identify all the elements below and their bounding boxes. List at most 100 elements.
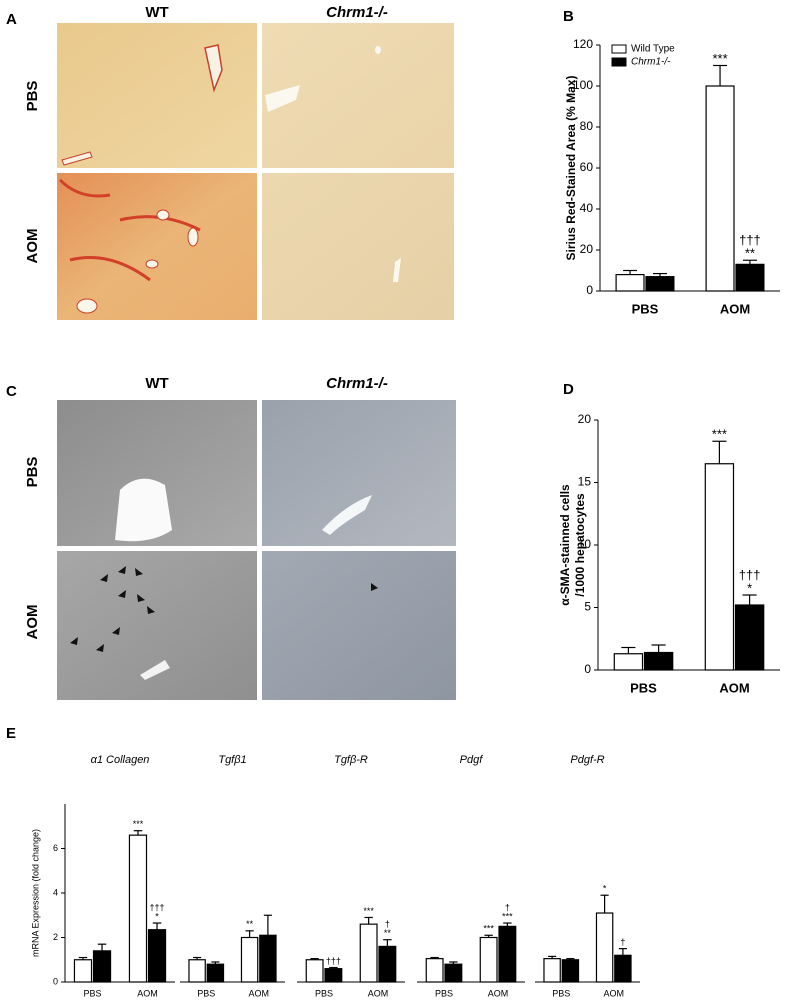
vessel xyxy=(204,44,223,93)
bar xyxy=(128,834,148,983)
significance-mark: ††† xyxy=(326,956,341,966)
y-tick-label: 15 xyxy=(578,475,592,489)
y-axis-label: Sirius Red-Stained Area (% Max) xyxy=(564,76,578,261)
x-tick-label: PBS xyxy=(632,301,659,316)
bar xyxy=(645,276,675,292)
y-tick-label: 10 xyxy=(578,537,592,551)
bar xyxy=(359,923,378,983)
legend-label: Chrm1-/- xyxy=(631,57,671,68)
bar xyxy=(259,934,277,983)
significance-mark: *** xyxy=(502,911,513,921)
bar xyxy=(444,963,463,983)
chart-title: α1 Collagen xyxy=(91,754,150,766)
x-tick-label: AOM xyxy=(488,988,509,998)
column-header: WT xyxy=(145,375,168,392)
vessel xyxy=(140,660,170,680)
y-tick-label: 5 xyxy=(584,600,591,614)
micrograph xyxy=(57,173,257,320)
panel-label: C xyxy=(6,383,17,400)
row-header: AOM xyxy=(24,605,41,640)
significance-mark: † xyxy=(385,919,390,929)
significance-mark: ††† xyxy=(150,902,165,912)
y-axis-label: α-SMA-stainned cells xyxy=(558,484,572,606)
column-header: WT xyxy=(145,4,168,21)
bar xyxy=(92,950,112,983)
bar xyxy=(479,936,498,983)
significance-mark: † xyxy=(620,937,625,947)
vessel xyxy=(322,495,372,535)
y-tick-label: 20 xyxy=(578,412,592,426)
micrograph xyxy=(262,400,456,546)
vessel xyxy=(61,151,93,166)
significance-mark: *** xyxy=(712,427,727,442)
y-tick-label: 20 xyxy=(580,242,594,256)
x-tick-label: AOM xyxy=(248,988,269,998)
bar xyxy=(305,959,324,983)
significance-mark: ††† xyxy=(739,567,761,582)
significance-mark: *** xyxy=(483,924,494,934)
chart-title: Tgfβ-R xyxy=(334,754,368,766)
micrograph xyxy=(262,551,456,700)
x-tick-label: PBS xyxy=(83,988,101,998)
y-tick-label: 0 xyxy=(53,976,58,986)
x-tick-label: AOM xyxy=(368,988,389,998)
x-tick-label: AOM xyxy=(603,988,624,998)
x-tick-label: PBS xyxy=(315,988,333,998)
bar xyxy=(324,968,343,983)
bar xyxy=(613,653,644,671)
y-axis-label: mRNA Expression (fold change) xyxy=(30,829,40,957)
panel-label: E xyxy=(6,725,16,742)
bar xyxy=(615,274,645,292)
y-tick-label: 40 xyxy=(580,201,594,215)
bar xyxy=(704,463,735,671)
column-header: Chrm1-/- xyxy=(326,375,388,392)
significance-mark: *** xyxy=(712,51,727,66)
significance-mark: † xyxy=(505,902,510,912)
panel-label: B xyxy=(563,8,574,25)
y-tick-label: 60 xyxy=(580,160,594,174)
significance-mark: ††† xyxy=(739,233,761,248)
bar xyxy=(735,263,765,292)
x-tick-label: PBS xyxy=(630,680,657,695)
vessel xyxy=(265,85,300,112)
bar xyxy=(614,954,632,983)
vessel xyxy=(393,258,401,282)
bar xyxy=(543,958,561,983)
bar xyxy=(147,929,167,983)
bar xyxy=(705,85,735,292)
micrograph xyxy=(57,551,257,700)
significance-mark: ** xyxy=(745,246,755,261)
chart-title: Pdgf-R xyxy=(570,754,604,766)
row-header: AOM xyxy=(24,229,41,264)
significance-mark: ** xyxy=(384,928,392,938)
vessel xyxy=(76,298,98,314)
arrows xyxy=(70,566,378,652)
row-header: PBS xyxy=(24,81,41,112)
y-tick-label: 80 xyxy=(580,119,594,133)
legend-swatch xyxy=(611,44,627,54)
y-tick-label: 0 xyxy=(584,662,591,676)
significance-mark: * xyxy=(603,884,607,894)
bar xyxy=(734,604,765,671)
bar xyxy=(240,936,259,983)
column-header: Chrm1-/- xyxy=(326,4,388,21)
vessel xyxy=(145,259,159,269)
bar xyxy=(498,925,517,983)
chart-title: Pdgf xyxy=(460,754,484,766)
y-axis-label: /1000 hepatocytes xyxy=(573,493,587,597)
vessel xyxy=(187,227,199,247)
significance-mark: *** xyxy=(363,906,374,916)
bar xyxy=(595,912,614,983)
bar xyxy=(561,959,580,983)
vessel xyxy=(115,478,172,542)
bar xyxy=(73,959,93,983)
y-tick-label: 0 xyxy=(586,283,593,297)
row-header: PBS xyxy=(24,457,41,488)
bar xyxy=(643,651,674,671)
significance-mark: ** xyxy=(246,919,254,929)
vessel xyxy=(156,209,170,221)
panel-label: A xyxy=(6,11,17,28)
panel-label: D xyxy=(563,381,574,398)
x-tick-label: PBS xyxy=(435,988,453,998)
